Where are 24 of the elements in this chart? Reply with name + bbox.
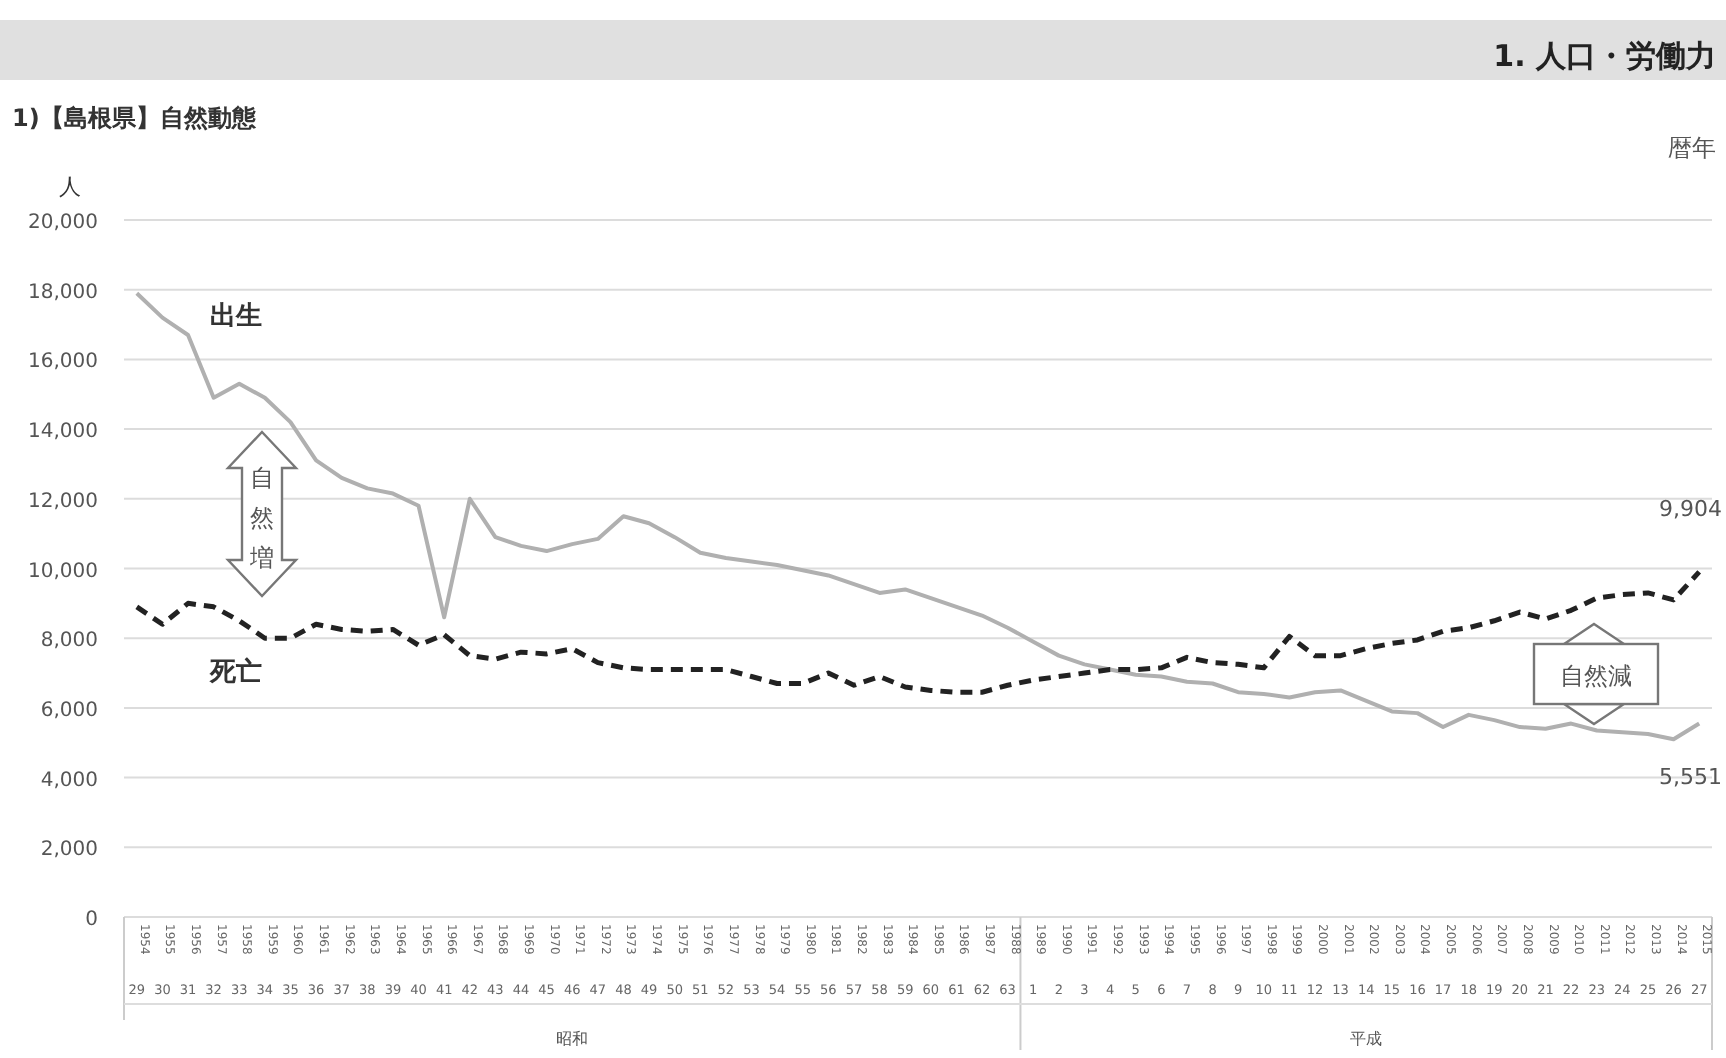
series-label: 死亡 (208, 656, 262, 688)
y-tick-label: 8,000 (40, 630, 98, 653)
text: 平成 (1350, 1030, 1383, 1048)
y-tick-label: 4,000 (40, 769, 98, 792)
line-series (134, 569, 1702, 695)
y-tick-label: 12,000 (28, 490, 98, 513)
y-tick-label: 0 (85, 909, 98, 931)
annotation: 自然減 (1560, 662, 1632, 690)
y-tick-label: 10,000 (28, 560, 98, 583)
chart-subtitle: 1. 人口・労働力 (1493, 38, 1716, 74)
y-tick-label: 6,000 (40, 699, 98, 722)
y-tick-label: 16,000 (28, 351, 98, 374)
y-tick-label: 20,000 (28, 212, 98, 234)
text: 昭和 (556, 1030, 589, 1048)
y-tick-label: 18,000 (28, 281, 98, 304)
annotation: 自然増 (248, 464, 274, 572)
chart-title: 1)【島根県】自然動態 (12, 104, 258, 132)
y-tick-label: 2,000 (40, 839, 98, 862)
text: 暦年 (1668, 134, 1716, 162)
data-label: 5,551 (1659, 763, 1722, 790)
series-label: 出生 (210, 302, 262, 332)
y-axis-title: 人 (59, 174, 81, 200)
data-label: 9,904 (1659, 495, 1722, 522)
y-tick-label: 14,000 (28, 421, 98, 444)
